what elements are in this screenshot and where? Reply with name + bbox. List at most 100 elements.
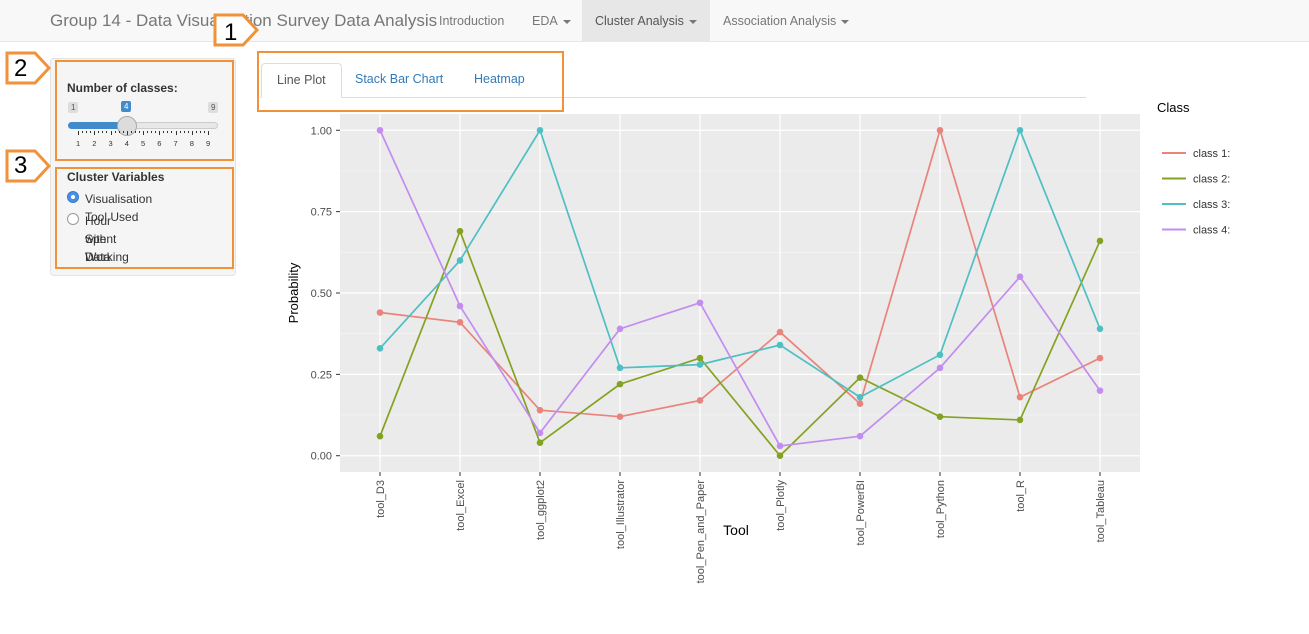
x-tick-label: tool_PowerBI	[855, 480, 867, 545]
slider-fill	[68, 122, 127, 129]
slider-tick-label: 4	[124, 139, 129, 148]
radio-label: Visualisation Tool Used	[85, 192, 153, 224]
data-point-class-4	[456, 302, 464, 310]
slider-tick-label: 5	[141, 139, 146, 148]
annotation-badge-1	[213, 13, 259, 47]
slider-minor-tick	[195, 131, 197, 133]
slider-minor-tick	[134, 131, 136, 133]
slider-tick	[175, 131, 177, 135]
slider-tick	[159, 131, 161, 135]
data-point-class-4	[376, 126, 384, 134]
y-axis-title: Probability	[286, 262, 301, 323]
slider-minor-tick	[106, 131, 108, 133]
slider-min-label: 1	[68, 102, 79, 113]
slider-handle[interactable]	[117, 116, 137, 136]
data-point-class-4	[1016, 273, 1024, 281]
slider-minor-tick	[147, 131, 149, 133]
legend-label-class-1: class 1:	[1193, 148, 1230, 160]
slider-minor-tick	[171, 131, 173, 133]
slider-tick-label: 7	[173, 139, 178, 148]
radio-button[interactable]	[67, 213, 79, 225]
x-tick-label: tool_Illustrator	[615, 480, 627, 549]
slider-minor-tick	[187, 131, 189, 133]
annotation-box-1	[257, 51, 564, 112]
annotation-number-1: 1	[224, 19, 238, 46]
radio-label-line2: with Data	[85, 232, 111, 264]
legend-label-class-2: class 2:	[1193, 174, 1230, 186]
slider-minor-tick	[122, 131, 124, 133]
series-line-class-4	[379, 129, 1101, 447]
data-point-class-2	[1016, 416, 1024, 424]
radio-button[interactable]	[67, 191, 79, 203]
slider-minor-tick	[98, 131, 100, 133]
data-point-class-2	[376, 432, 384, 440]
series-line-class-1	[379, 127, 1101, 418]
data-point-class-1	[1096, 354, 1104, 362]
data-point-class-3	[696, 361, 704, 368]
annotation-badge-3	[5, 149, 51, 183]
data-point-class-3	[1016, 126, 1024, 134]
slider-tick-label: 1	[76, 139, 81, 148]
data-point-class-1	[1016, 393, 1024, 401]
annotation-number-3: 3	[14, 152, 28, 179]
data-point-class-4	[936, 364, 944, 372]
x-tick-label: tool_ggplot2	[535, 480, 547, 540]
tab-heatmap[interactable]: Heatmap	[474, 72, 525, 86]
nav-association-analysis[interactable]: Association Analysis	[710, 0, 862, 42]
slider-tick-label: 8	[189, 139, 194, 148]
data-point-class-1	[536, 406, 544, 414]
data-point-class-2	[936, 413, 944, 420]
tab-stack-bar-chart[interactable]: Stack Bar Chart	[355, 72, 444, 86]
data-point-class-3	[456, 257, 464, 264]
nav-cluster-analysis[interactable]: Cluster Analysis	[582, 0, 710, 42]
slider-minor-tick	[167, 131, 169, 133]
slider-value-label: 4	[121, 101, 132, 112]
data-point-class-1	[856, 400, 864, 407]
slider-max-label: 9	[208, 102, 219, 113]
slider-minor-tick	[130, 131, 132, 133]
slider-tick-label: 9	[206, 139, 211, 148]
data-point-class-1	[776, 328, 784, 336]
caret-down-icon	[562, 19, 571, 24]
x-tick-label: tool_Plotly	[775, 480, 787, 531]
tab-line-plot[interactable]: Line Plot	[261, 63, 342, 98]
slider-minor-tick	[203, 131, 205, 133]
slider-tick	[78, 131, 79, 135]
nav-eda[interactable]: EDA	[519, 0, 584, 42]
slider-minor-tick	[151, 131, 153, 133]
slider-minor-tick	[102, 131, 104, 133]
slider-tick	[143, 131, 144, 135]
data-point-class-2	[456, 227, 464, 235]
nav-introduction[interactable]: Introduction	[439, 14, 505, 28]
series-line-class-3	[379, 127, 1101, 399]
data-point-class-2	[536, 439, 544, 447]
data-point-class-4	[776, 442, 784, 450]
x-tick-label: tool_D3	[375, 480, 387, 518]
data-point-class-2	[616, 380, 624, 388]
caret-down-icon	[688, 19, 697, 24]
y-tick-label: 1.00	[311, 125, 332, 137]
legend-title: Class	[1157, 100, 1190, 115]
x-tick-label: tool_Excel	[455, 480, 467, 531]
x-tick-label: tool_R	[1015, 480, 1027, 512]
slider-tick-label: 2	[92, 139, 97, 148]
slider-minor-tick	[90, 131, 92, 133]
slider-minor-tick	[82, 131, 84, 133]
data-point-class-1	[376, 309, 384, 316]
series-line-class-2	[379, 228, 1101, 457]
slider-tick	[191, 131, 193, 135]
annotation-box-2	[55, 60, 234, 161]
y-tick-label: 0.75	[311, 207, 332, 219]
data-point-class-2	[1096, 237, 1104, 245]
y-tick-label: 0.00	[311, 451, 332, 463]
annotation-number-2: 2	[14, 55, 28, 82]
data-point-class-4	[1096, 387, 1104, 394]
data-point-class-2	[856, 374, 864, 381]
slider-tick	[126, 131, 128, 135]
slider-minor-tick	[155, 131, 157, 133]
data-point-class-1	[616, 413, 624, 420]
legend-label-class-3: class 3:	[1193, 199, 1230, 211]
slider-tick-label: 6	[157, 139, 162, 148]
data-point-class-4	[536, 429, 544, 437]
data-point-class-2	[696, 354, 704, 362]
